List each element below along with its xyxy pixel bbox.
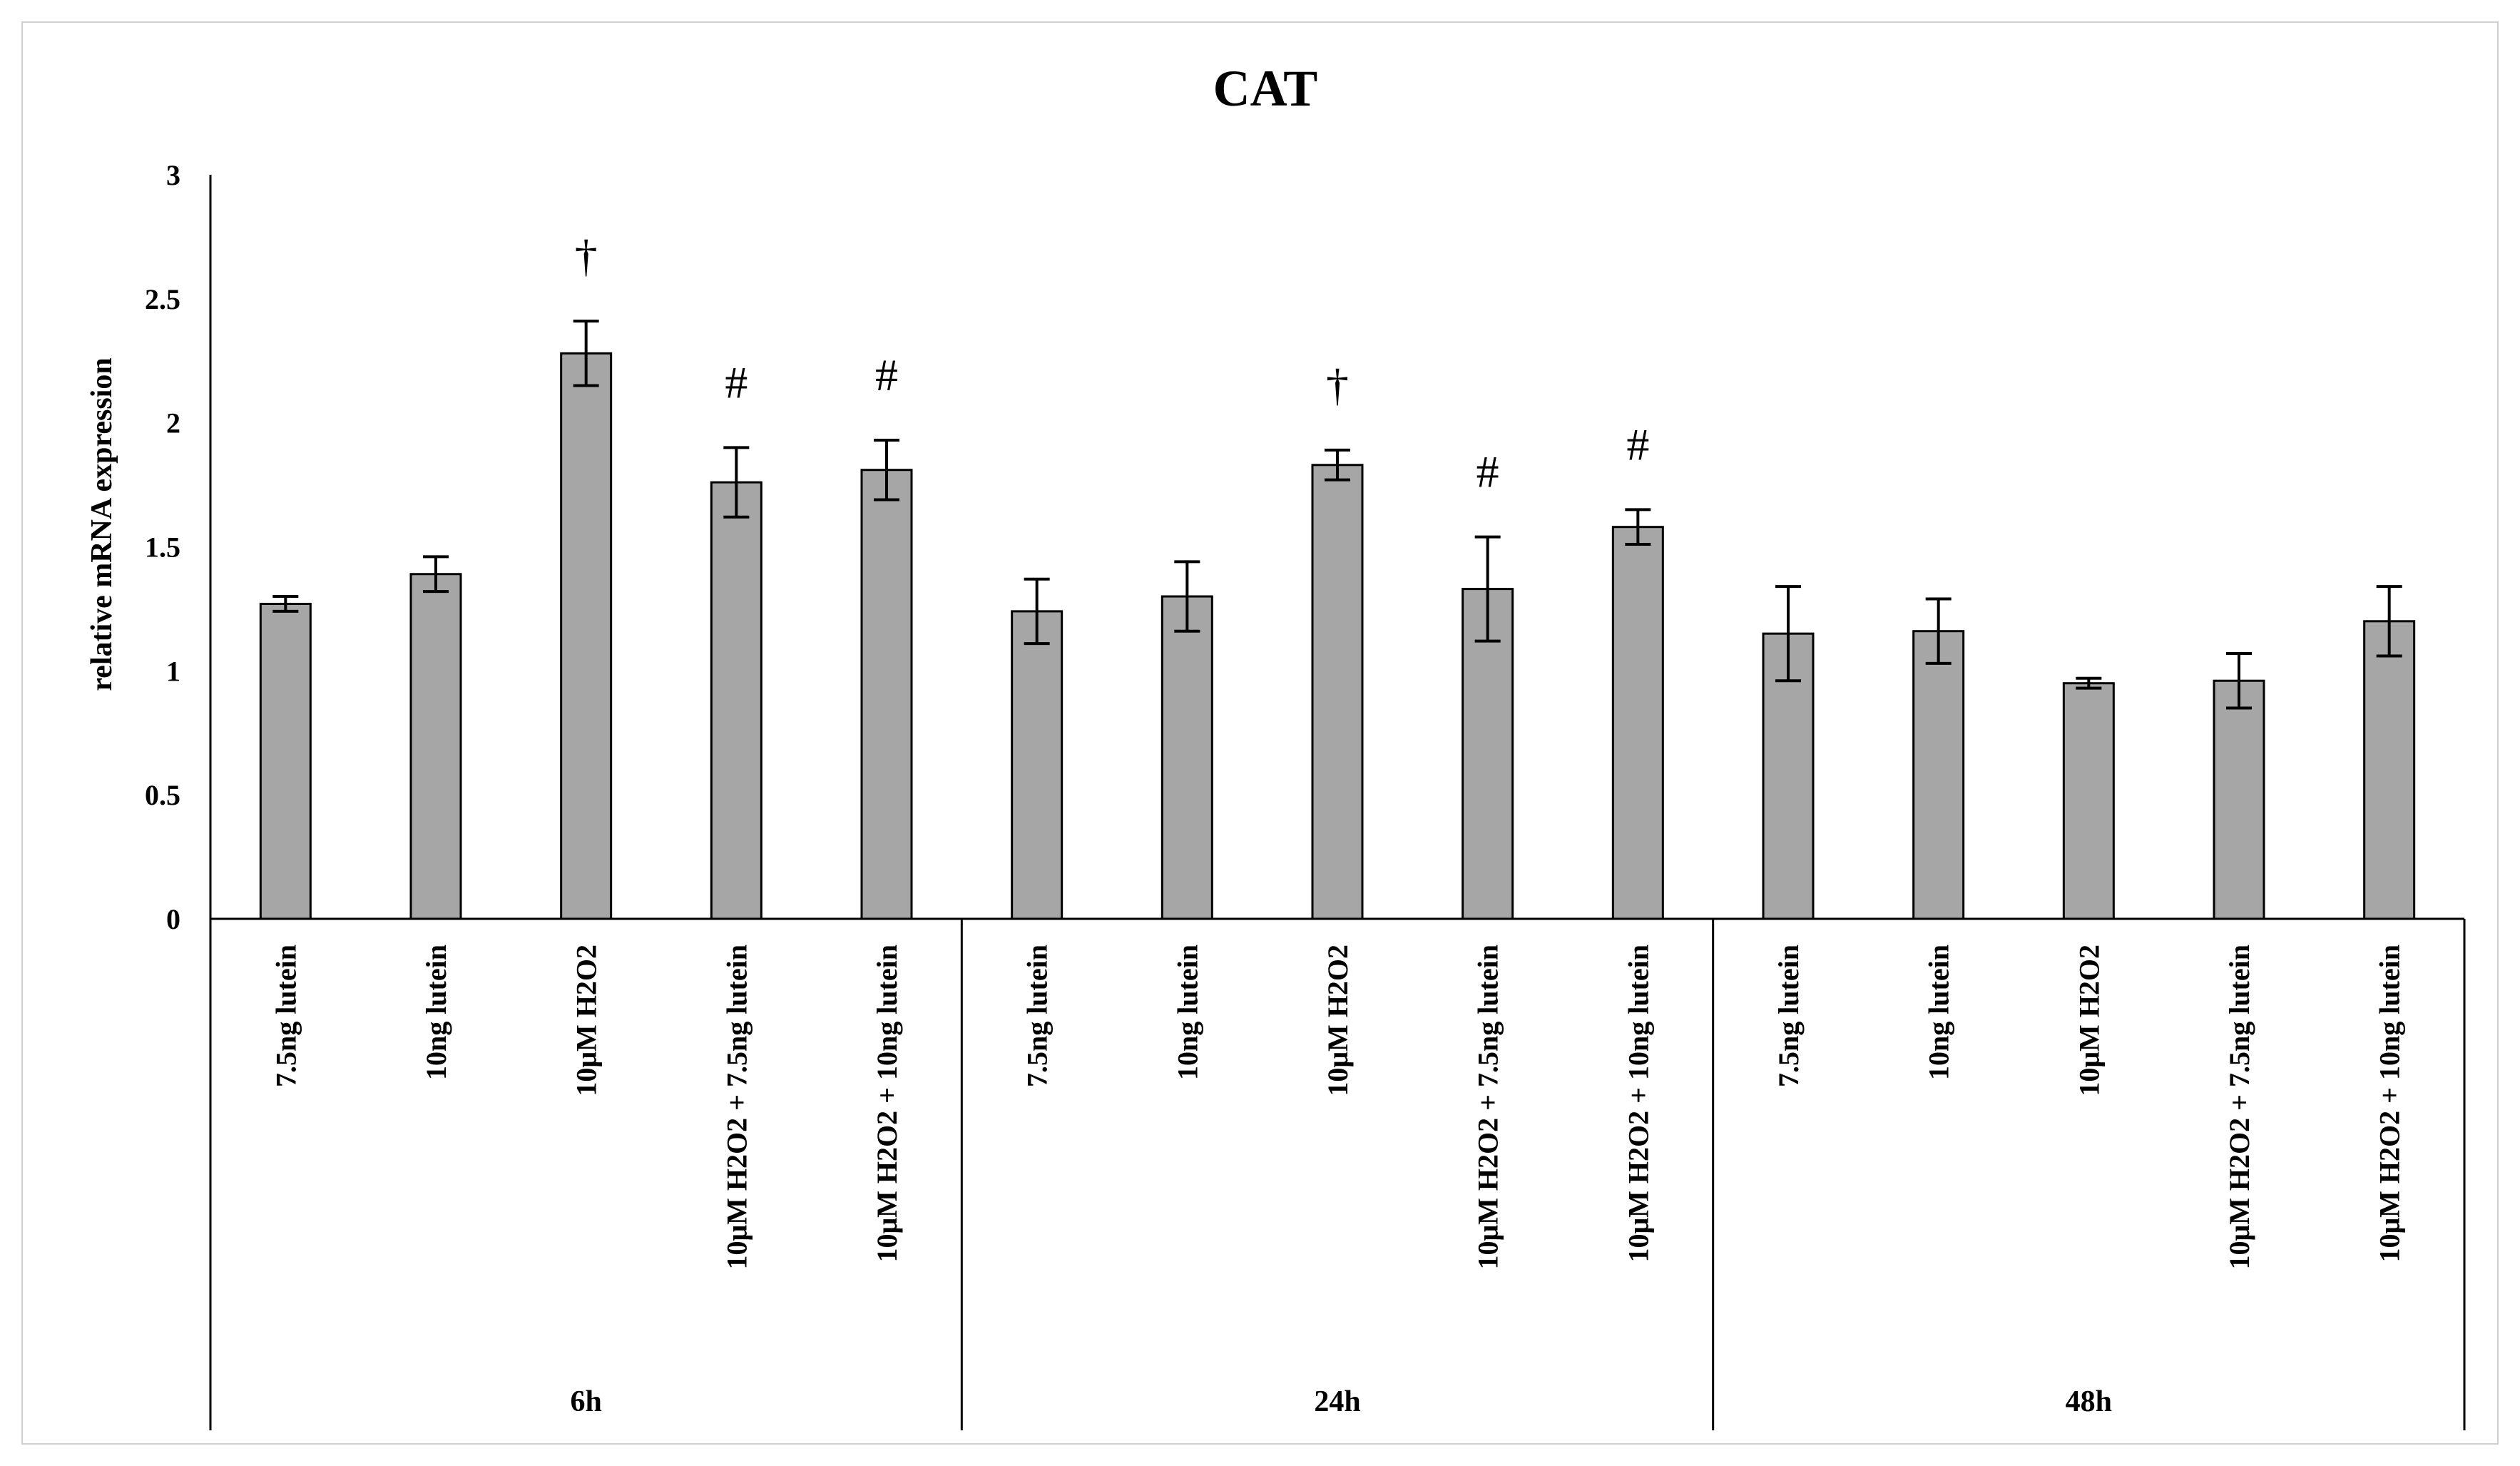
bar [710, 481, 762, 920]
bar [2062, 682, 2115, 920]
bar [560, 352, 613, 920]
x-category-label: 7.5ng lutein [1021, 945, 1054, 1087]
bar [2213, 679, 2265, 920]
y-tick-label: 2 [166, 407, 180, 439]
x-category-label: 10μM H2O2 + 7.5ng lutein [720, 945, 753, 1270]
x-group-label: 24h [1314, 1385, 1360, 1418]
y-tick-label: 0 [166, 903, 180, 935]
bar [1011, 610, 1063, 920]
plot-area: 0 0.5 1 1.5 2 2.5 3 7.5ng lutein 10ng lutein † 10μ… [145, 159, 2466, 1430]
significance-annotation: † [1326, 360, 1349, 410]
y-tick-label: 1 [166, 655, 180, 687]
y-axis-label: relative mRNA expression [86, 357, 118, 691]
x-category-label: 10ng lutein [420, 945, 452, 1080]
x-category-label: 10μM H2O2 + 10ng lutein [871, 945, 903, 1263]
bar [259, 602, 312, 920]
x-category-label: 10μM H2O2 + 10ng lutein [1622, 945, 1654, 1263]
x-category-label: 10μM H2O2 [571, 945, 603, 1096]
x-category-label: 10ng lutein [1171, 945, 1203, 1080]
bar [1160, 595, 1213, 920]
x-category-label: 7.5ng lutein [270, 945, 302, 1087]
x-category-label: 10μM H2O2 + 7.5ng lutein [2223, 945, 2255, 1270]
bar [1311, 464, 1364, 920]
bar [1912, 630, 1965, 920]
x-group-label: 48h [2066, 1385, 2112, 1418]
bar [860, 469, 913, 920]
x-category-label: 10μM H2O2 + 10ng lutein [2374, 945, 2406, 1263]
significance-annotation: # [1626, 419, 1649, 469]
significance-annotation: † [575, 230, 598, 281]
bar [1611, 526, 1664, 920]
chart-title: CAT [1213, 60, 1318, 117]
y-tick-label: 2.5 [145, 283, 180, 315]
bar [409, 573, 462, 920]
x-category-label: 10μM H2O2 [2073, 945, 2105, 1096]
x-group-label: 6h [570, 1385, 601, 1418]
y-tick-label: 3 [166, 159, 180, 191]
significance-annotation: # [725, 357, 748, 407]
x-category-label: 10ng lutein [1923, 945, 1955, 1080]
significance-annotation: # [875, 350, 898, 400]
bar [1462, 588, 1514, 920]
y-tick-label: 0.5 [145, 779, 180, 811]
significance-annotation: # [1476, 447, 1499, 497]
y-tick-label: 1.5 [145, 531, 180, 564]
x-category-label: 10μM H2O2 [1322, 945, 1354, 1096]
bar [2363, 620, 2416, 920]
x-category-label: 7.5ng lutein [1772, 945, 1805, 1087]
x-category-label: 10μM H2O2 + 7.5ng lutein [1472, 945, 1504, 1270]
